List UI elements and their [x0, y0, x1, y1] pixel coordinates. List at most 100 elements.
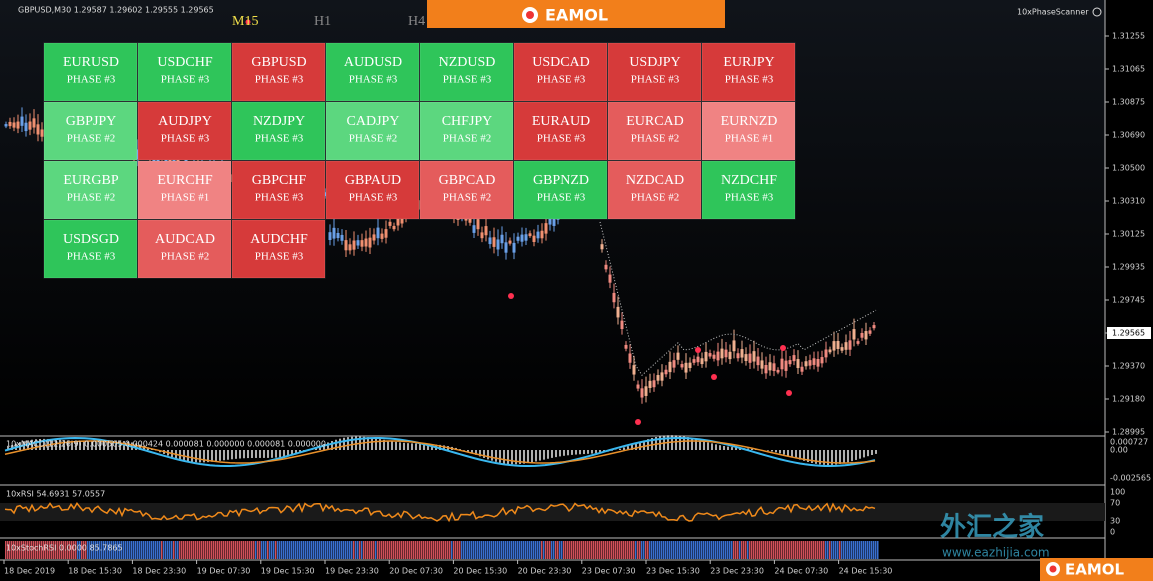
stoch-stripe: [757, 541, 759, 559]
candle-body: [628, 353, 632, 363]
cell-pair: EURUSD: [63, 55, 119, 70]
scanner-cell: [419, 42, 514, 102]
candle-body: [796, 359, 800, 369]
stoch-stripe: [323, 541, 325, 559]
rsi-line: [4, 502, 876, 523]
stoch-stripe: [735, 541, 737, 559]
indicator-icon: [1092, 7, 1102, 17]
stoch-stripe: [187, 541, 189, 559]
candle-body: [836, 340, 840, 349]
stoch-stripe: [219, 541, 221, 559]
candle-body: [828, 349, 832, 353]
stoch-stripe: [313, 541, 315, 559]
stoch-stripe: [787, 541, 789, 559]
timeframe-button[interactable]: H4: [408, 14, 425, 29]
stoch-stripe: [325, 541, 327, 559]
candle-body: [652, 380, 656, 388]
scanner-cell: [231, 219, 326, 279]
candle-body: [792, 355, 796, 362]
stoch-stripe: [767, 541, 769, 559]
stoch-stripe: [763, 541, 765, 559]
candle-body: [664, 369, 668, 375]
stoch-stripe: [153, 541, 155, 559]
stoch-stripe: [197, 541, 199, 559]
stoch-stripe: [417, 541, 419, 559]
price-label: 1.30125: [1112, 230, 1145, 239]
timeframe-button[interactable]: H1: [314, 14, 331, 29]
signal-dot: [780, 345, 786, 351]
stoch-stripe: [175, 541, 177, 559]
stoch-stripe: [733, 541, 735, 559]
stoch-stripe: [217, 541, 219, 559]
cell-phase: PHASE #1: [161, 192, 210, 204]
stoch-stripe: [255, 541, 257, 559]
price-label: 1.29180: [1112, 395, 1145, 404]
stoch-stripe: [595, 541, 597, 559]
cell-phase: PHASE #3: [631, 74, 680, 86]
candle-body: [772, 363, 776, 372]
stoch-stripe: [407, 541, 409, 559]
candle-body: [864, 331, 868, 340]
stoch-stripe: [237, 541, 239, 559]
time-label: 18 Dec 15:30: [68, 567, 122, 576]
stoch-stripe: [179, 541, 181, 559]
stoch-stripe: [653, 541, 655, 559]
stoch-stripe: [75, 541, 77, 559]
stoch-stripe: [77, 541, 79, 559]
candle-body: [716, 351, 720, 361]
stoch-stripe: [459, 541, 461, 559]
stoch-stripe: [549, 541, 551, 559]
stoch-stripe: [689, 541, 691, 559]
banner-text: EAMOL: [545, 6, 608, 25]
stoch-stripe: [403, 541, 405, 559]
stoch-stripe: [643, 541, 645, 559]
stoch-stripe: [13, 541, 15, 559]
stoch-stripe: [703, 541, 705, 559]
timeframe-button[interactable]: M15: [232, 14, 258, 29]
scanner-cell: [231, 101, 326, 161]
stoch-stripe: [363, 541, 365, 559]
banner-logo: [526, 11, 534, 19]
candle-body: [676, 352, 680, 360]
candle-body: [708, 353, 712, 357]
stoch-stripe: [61, 541, 63, 559]
candle-body: [868, 330, 872, 334]
stoch-stripe: [659, 541, 661, 559]
candle-body: [692, 359, 696, 363]
stoch-stripe: [71, 541, 73, 559]
stoch-stripe: [565, 541, 567, 559]
stoch-stripe: [63, 541, 65, 559]
stoch-stripe: [439, 541, 441, 559]
stoch-stripe: [99, 541, 101, 559]
stoch-stripe: [843, 541, 845, 559]
candle-body: [544, 223, 548, 234]
scanner-cell: [137, 219, 232, 279]
macd-window: [4, 435, 877, 467]
stoch-stripe: [577, 541, 579, 559]
stoch-stripe: [289, 541, 291, 559]
time-label: 20 Dec 07:30: [389, 567, 443, 576]
stoch-stripe: [339, 541, 341, 559]
stoch-stripe: [807, 541, 809, 559]
stoch-stripe: [849, 541, 851, 559]
stoch-stripe: [865, 541, 867, 559]
stoch-stripe: [517, 541, 519, 559]
stoch-stripe: [609, 541, 611, 559]
stoch-stripe: [183, 541, 185, 559]
stoch-stripe: [191, 541, 193, 559]
candle-body: [472, 225, 476, 233]
stoch-stripe: [607, 541, 609, 559]
stoch-stripe: [639, 541, 641, 559]
candle-body: [152, 158, 156, 163]
stoch-stripe: [215, 541, 217, 559]
stoch-stripe: [861, 541, 863, 559]
stoch-stripe: [257, 541, 259, 559]
stoch-stripe: [567, 541, 569, 559]
stoch-stripe: [7, 541, 9, 559]
stoch-stripe: [245, 541, 247, 559]
cell-pair: USDJPY: [629, 55, 680, 70]
candle-body: [524, 234, 528, 241]
stoch-stripe: [809, 541, 811, 559]
cell-phase: PHASE #3: [725, 74, 774, 86]
signal-dot: [245, 19, 251, 25]
